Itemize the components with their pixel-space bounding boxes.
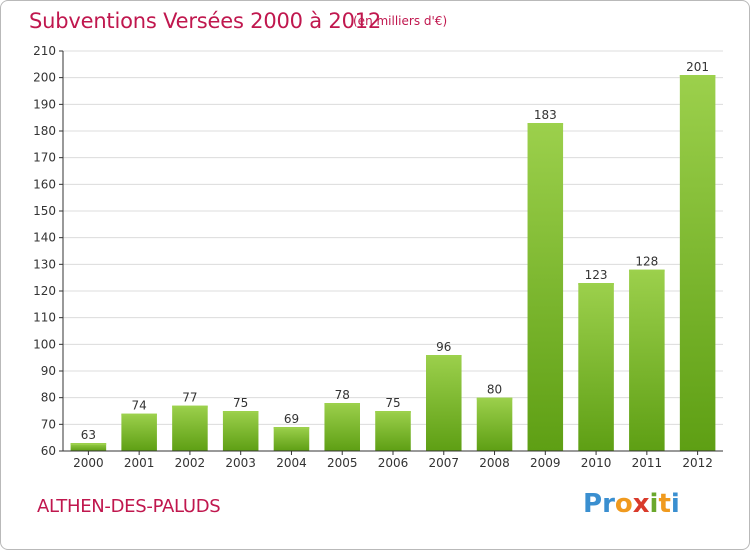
bar-highlight xyxy=(375,411,411,413)
x-tick-label: 2008 xyxy=(479,456,510,470)
x-tick-label: 2010 xyxy=(581,456,612,470)
x-tick-label: 2006 xyxy=(378,456,409,470)
axes xyxy=(59,50,723,455)
y-tick-label: 100 xyxy=(33,337,56,351)
bar-value-label: 75 xyxy=(233,396,248,410)
y-tick-label: 110 xyxy=(33,311,56,325)
bar-value-label: 128 xyxy=(635,255,658,269)
bar xyxy=(70,443,107,451)
bar xyxy=(578,283,614,451)
x-tick-label: 2005 xyxy=(327,456,358,470)
bar xyxy=(121,413,157,451)
bar xyxy=(222,411,259,451)
bar-value-label: 123 xyxy=(585,268,608,282)
bar xyxy=(476,397,513,451)
bar-value-label: 69 xyxy=(284,412,299,426)
logo-letter: i xyxy=(670,489,680,519)
y-tick-label: 190 xyxy=(33,97,56,111)
x-tick-label: 2003 xyxy=(225,456,256,470)
bar-value-label: 96 xyxy=(436,340,451,354)
bar-value-label: 63 xyxy=(81,428,96,442)
logo-letter: x xyxy=(632,489,650,519)
bar-value-label: 201 xyxy=(686,60,709,74)
bar-highlight xyxy=(578,283,614,285)
bar xyxy=(324,403,360,451)
y-tick-label: 140 xyxy=(33,231,56,245)
bar-highlight xyxy=(426,355,462,357)
bar-value-label: 80 xyxy=(487,383,502,397)
bar xyxy=(527,123,564,451)
y-tick-label: 80 xyxy=(41,391,56,405)
logo-letter: r xyxy=(602,489,615,519)
x-tick-label: 2007 xyxy=(428,456,459,470)
bar-highlight xyxy=(121,413,157,416)
bar xyxy=(426,355,462,451)
bar-highlight xyxy=(629,269,665,272)
bar-value-label: 78 xyxy=(335,388,350,402)
bar-highlight xyxy=(324,403,360,405)
bar-value-label: 74 xyxy=(132,399,147,413)
y-tick-label: 60 xyxy=(41,444,56,458)
y-tick-label: 130 xyxy=(33,257,56,271)
chart-title: Subventions Versées 2000 à 2012 xyxy=(29,9,382,33)
bar-highlight xyxy=(476,397,513,400)
proxiti-logo: Proxiti xyxy=(583,489,680,519)
x-tick-label: 2009 xyxy=(530,456,561,470)
y-tick-label: 120 xyxy=(33,284,56,298)
bar xyxy=(629,269,665,451)
chart-subtitle: (en milliers d'€) xyxy=(353,14,448,28)
y-tick-label: 210 xyxy=(33,44,56,58)
bars xyxy=(70,75,716,451)
x-tick-label: 2001 xyxy=(124,456,155,470)
logo-letter: o xyxy=(614,489,633,519)
bar-value-label: 75 xyxy=(385,396,400,410)
bar-highlight xyxy=(222,411,259,413)
bar-highlight xyxy=(172,405,208,408)
x-tick-label: 2004 xyxy=(276,456,307,470)
commune-name: ALTHEN-DES-PALUDS xyxy=(37,496,221,517)
x-tick-label: 2011 xyxy=(632,456,663,470)
y-tick-label: 150 xyxy=(33,204,56,218)
y-tick-label: 90 xyxy=(41,364,56,378)
bar-highlight xyxy=(527,123,564,125)
bar xyxy=(375,411,411,451)
y-tick-label: 160 xyxy=(33,177,56,191)
bar-value-label: 77 xyxy=(182,391,197,405)
bar xyxy=(679,75,716,451)
y-tick-label: 180 xyxy=(33,124,56,138)
y-tick-label: 200 xyxy=(33,71,56,85)
logo-letter: t xyxy=(658,489,671,519)
x-tick-label: 2002 xyxy=(175,456,206,470)
bar-highlight xyxy=(70,443,107,445)
x-tick-label: 2012 xyxy=(682,456,713,470)
y-tick-label: 170 xyxy=(33,151,56,165)
gridlines xyxy=(63,50,723,452)
bar xyxy=(273,427,310,451)
bar-value-label: 183 xyxy=(534,108,557,122)
bar-highlight xyxy=(273,427,310,429)
bar xyxy=(172,405,208,451)
y-tick-label: 70 xyxy=(41,417,56,431)
logo-letter: i xyxy=(649,489,659,519)
logo-letter: P xyxy=(583,489,603,519)
x-tick-label: 2000 xyxy=(73,456,104,470)
labels: 60 70 80 90 100 110 120 130 140 150 160 170 180 190 20… xyxy=(33,44,713,470)
bar-highlight xyxy=(679,75,716,77)
